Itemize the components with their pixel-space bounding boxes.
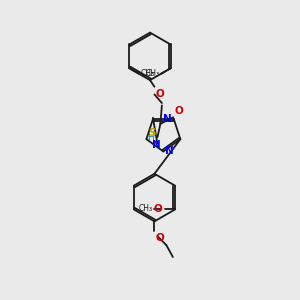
Text: O: O (156, 232, 164, 243)
Text: N: N (152, 140, 161, 150)
Text: O: O (155, 89, 164, 99)
Text: N: N (163, 114, 172, 124)
Text: S: S (148, 128, 156, 138)
Text: CH₃: CH₃ (140, 69, 154, 78)
Text: O: O (154, 204, 163, 214)
Text: CH₃: CH₃ (146, 69, 160, 78)
Text: N: N (166, 146, 174, 157)
Text: H: H (148, 133, 154, 142)
Text: O: O (175, 106, 183, 116)
Text: CH₃: CH₃ (139, 204, 153, 213)
